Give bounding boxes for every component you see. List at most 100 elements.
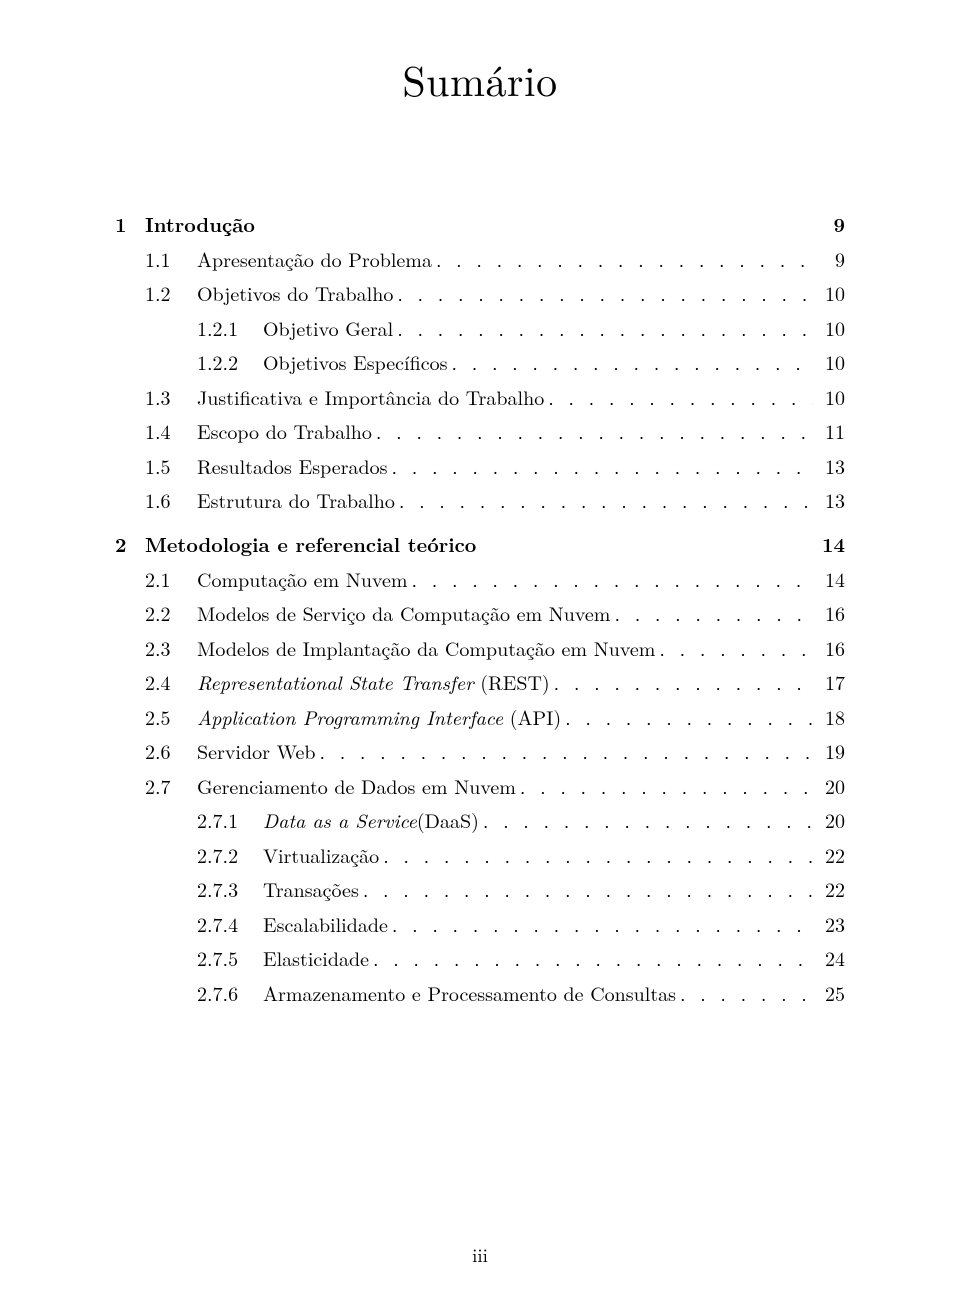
toc-leader-dots (392, 456, 814, 476)
toc-entry-label: Justificativa e Importância do Trabalho (197, 387, 544, 407)
toc-entry: 2.4Representational State Transfer (REST… (115, 672, 845, 692)
toc-entry-number: 1.1 (145, 249, 197, 269)
toc-entry-number: 2.7.6 (197, 983, 263, 1003)
toc-entry-label: Transações (263, 879, 359, 899)
toc-entry-number: 1.2.1 (197, 318, 263, 338)
toc-entry-label: Metodologia e referencial teórico (145, 534, 476, 554)
toc-entry-number: 2.7.4 (197, 914, 263, 934)
toc-entry-page: 16 (817, 638, 845, 658)
toc-entry-page: 10 (817, 318, 845, 338)
toc-entry: 1.5Resultados Esperados 13 (115, 456, 845, 476)
toc-entry: 2.2Modelos de Serviço da Computação em N… (115, 603, 845, 623)
toc-entry-number: 2.1 (145, 569, 197, 589)
toc-entry: 1.1Apresentação do Problema 9 (115, 249, 845, 269)
toc-entry-label: Representational State Transfer (REST) (197, 672, 550, 692)
toc-entry-label: Modelos de Serviço da Computação em Nuve… (197, 603, 610, 623)
toc-entry-number: 1.4 (145, 421, 197, 441)
toc-entry: 1.4Escopo do Trabalho 11 (115, 421, 845, 441)
toc-leader-dots (383, 845, 813, 865)
toc-entry-number: 2.6 (145, 741, 197, 761)
toc-leader-dots (319, 741, 813, 761)
toc-entry-label: Apresentação do Problema (197, 249, 432, 269)
toc-entry-label: Introdução (145, 214, 255, 234)
toc-entry-label: Escopo do Trabalho (197, 421, 372, 441)
toc-entry-number: 2.7.2 (197, 845, 263, 865)
toc-entry-page: 16 (817, 603, 845, 623)
toc-entry-number: 2.7 (145, 776, 197, 796)
toc-entry-label: Objetivos do Trabalho (197, 283, 393, 303)
toc-entry-page: 9 (817, 214, 845, 234)
toc-entry-number: 2.3 (145, 638, 197, 658)
toc-entry-page: 13 (817, 490, 845, 510)
toc-entry-page: 20 (817, 810, 845, 830)
toc-leader-dots (363, 879, 813, 899)
toc-leader-dots (397, 283, 813, 303)
toc-entry-label: Virtualização (263, 845, 379, 865)
toc-entry-page: 24 (817, 948, 845, 968)
toc-entry-page: 17 (817, 672, 845, 692)
toc-entry-label: Objetivos Específicos (263, 352, 448, 372)
toc-entry-label: Modelos de Implantação da Computação em … (197, 638, 655, 658)
toc-entry: 1.3Justificativa e Importância do Trabal… (115, 387, 845, 407)
toc-leader-dots (452, 352, 814, 372)
toc-entry-page: 10 (817, 387, 845, 407)
toc-leader-dots (436, 249, 813, 269)
toc-entry: 2.1Computação em Nuvem 14 (115, 569, 845, 589)
toc-entry: 2.7.5Elasticidade 24 (115, 948, 845, 968)
toc-entry: 2.7.1Data as a Service(DaaS) 20 (115, 810, 845, 830)
toc-entry: 1Introdução 9 (115, 214, 845, 234)
toc-entry-number: 1 (115, 214, 145, 234)
toc-entry-label: Escalabilidade (263, 914, 388, 934)
toc-entry-number: 2.4 (145, 672, 197, 692)
toc-entry: 2.7.4Escalabilidade 23 (115, 914, 845, 934)
toc-entry-page: 9 (817, 249, 845, 269)
toc-entry-label: Resultados Esperados (197, 456, 388, 476)
toc-entry-number: 1.5 (145, 456, 197, 476)
toc-leader-dots (399, 490, 813, 510)
toc-entry: 2.5Application Programming Interface (AP… (115, 707, 845, 727)
toc-entry-label: Application Programming Interface (API) (197, 707, 561, 727)
toc-entry-number: 2.7.5 (197, 948, 263, 968)
toc-entry-page: 22 (817, 879, 845, 899)
toc-entry-page: 22 (817, 845, 845, 865)
toc-leader-dots (659, 638, 813, 658)
toc-entry-page: 11 (817, 421, 845, 441)
toc-entry-page: 13 (817, 456, 845, 476)
toc-leader-dots (680, 983, 813, 1003)
toc-entry-number: 2.2 (145, 603, 197, 623)
toc-entry-page: 14 (817, 569, 845, 589)
toc-entry-page: 20 (817, 776, 845, 796)
toc-entry: 1.2Objetivos do Trabalho 10 (115, 283, 845, 303)
toc-entry-label: Gerenciamento de Dados em Nuvem (197, 776, 516, 796)
toc-entry-number: 1.2 (145, 283, 197, 303)
toc-entry-page: 10 (817, 283, 845, 303)
toc-leader-dots (554, 672, 813, 692)
toc-entry: 2.7.6Armazenamento e Processamento de Co… (115, 983, 845, 1003)
toc-entry-page: 23 (817, 914, 845, 934)
toc-entry: 2.7.2Virtualização 22 (115, 845, 845, 865)
toc-entry-number: 2.7.1 (197, 810, 263, 830)
toc-entry-page: 25 (817, 983, 845, 1003)
toc-entry-label: Elasticidade (263, 948, 369, 968)
toc-entry: 2.3Modelos de Implantação da Computação … (115, 638, 845, 658)
page-number-footer: iii (0, 1241, 960, 1268)
toc-leader-dots (412, 569, 813, 589)
toc-leader-dots (483, 810, 813, 830)
toc-leader-dots (548, 387, 813, 407)
toc-leader-dots (565, 707, 813, 727)
toc-entry: 2.7Gerenciamento de Dados em Nuvem 20 (115, 776, 845, 796)
page-title: Sumário (115, 50, 845, 109)
toc-leader-dots (520, 776, 813, 796)
toc-entry-page: 18 (817, 707, 845, 727)
toc-entry-number: 1.6 (145, 490, 197, 510)
toc-entry-label: Armazenamento e Processamento de Consult… (263, 983, 676, 1003)
toc-entry-page: 14 (817, 534, 845, 554)
toc-entry: 1.2.2Objetivos Específicos10 (115, 352, 845, 372)
toc-entry: 2.7.3Transações22 (115, 879, 845, 899)
toc-entry-page: 19 (817, 741, 845, 761)
toc-entry-label: Data as a Service(DaaS) (263, 810, 479, 830)
toc-entry-label: Computação em Nuvem (197, 569, 408, 589)
toc-leader-dots (392, 914, 813, 934)
toc-entry-number: 1.3 (145, 387, 197, 407)
toc-leader-dots (614, 603, 813, 623)
